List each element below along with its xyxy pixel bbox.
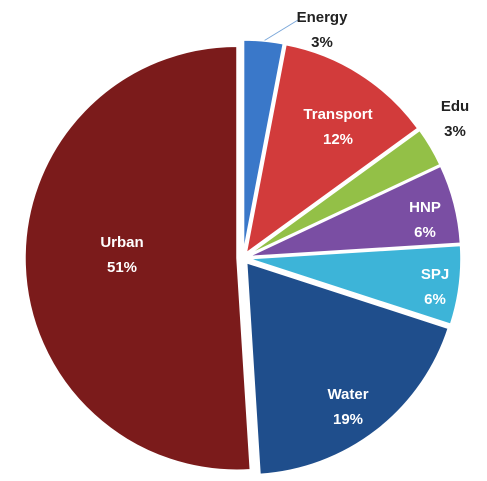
- pie-slice: [248, 165, 462, 258]
- slice-label: Urban: [100, 234, 143, 251]
- slice-value-label: 6%: [414, 224, 436, 241]
- slice-value-label: 12%: [323, 131, 353, 148]
- slice-label: Water: [327, 386, 368, 403]
- pie-slice: [247, 129, 441, 256]
- pie-slice: [248, 244, 462, 326]
- slice-value-label: 6%: [424, 291, 446, 308]
- slice-label: HNP: [409, 199, 441, 216]
- pie-slice: [245, 43, 419, 255]
- slice-value-label: 3%: [311, 34, 333, 51]
- leader-line: [261, 19, 299, 43]
- slice-value-label: 51%: [107, 259, 137, 276]
- pie-slice: [245, 261, 450, 476]
- slice-label: Energy: [297, 9, 349, 26]
- pie-slice: [242, 39, 285, 253]
- pie-slice: [24, 45, 252, 471]
- slice-value-label: 19%: [333, 411, 363, 428]
- slice-label: Edu: [441, 98, 469, 115]
- slice-label: SPJ: [421, 266, 449, 283]
- slice-value-label: 3%: [444, 123, 466, 140]
- slice-label: Transport: [303, 106, 372, 123]
